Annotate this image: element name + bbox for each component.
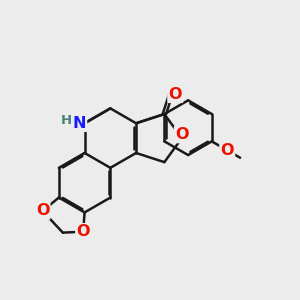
Text: N: N <box>73 116 86 131</box>
Text: O: O <box>220 143 234 158</box>
Text: O: O <box>169 87 182 102</box>
Text: O: O <box>36 203 49 218</box>
Text: H: H <box>61 114 72 127</box>
Text: O: O <box>76 224 90 239</box>
Text: O: O <box>175 127 189 142</box>
